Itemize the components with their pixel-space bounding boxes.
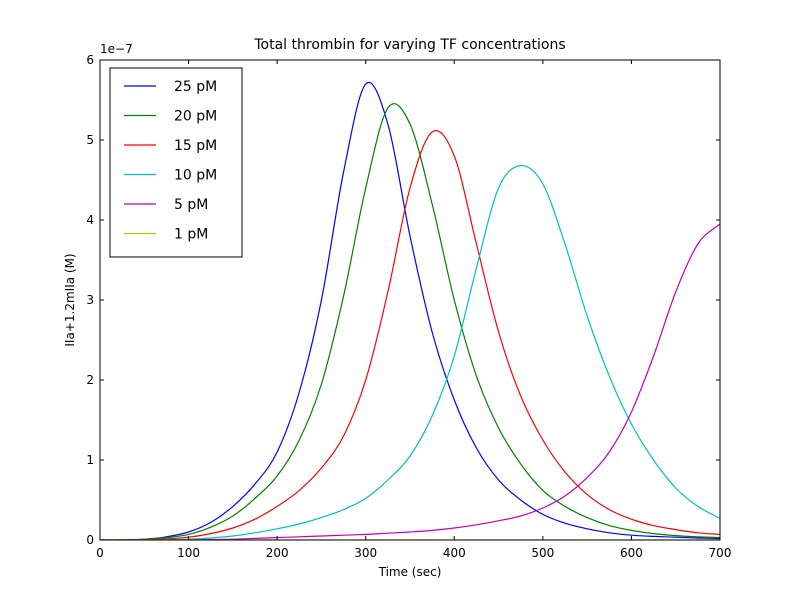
series-line-2 bbox=[100, 130, 720, 540]
legend-label-5: 1 pM bbox=[174, 227, 208, 243]
x-tick-label-6: 600 bbox=[620, 546, 643, 560]
x-tick-label-5: 500 bbox=[531, 546, 554, 560]
y-tick-label-2: 2 bbox=[86, 373, 94, 387]
series-line-0 bbox=[100, 81, 720, 540]
series-line-3 bbox=[100, 164, 720, 540]
y-tick-label-3: 3 bbox=[86, 293, 94, 307]
y-tick-label-4: 4 bbox=[86, 213, 94, 227]
legend-label-4: 5 pM bbox=[174, 197, 208, 213]
legend-label-1: 20 pM bbox=[174, 109, 217, 125]
series-line-1 bbox=[100, 103, 720, 540]
legend: 25 pM 20 pM 15 pM 10 pM 5 pM 1 pM bbox=[109, 67, 243, 258]
chart-title: Total thrombin for varying TF concentrat… bbox=[253, 37, 565, 53]
axes-layer: 0 100 200 300 400 500 600 700 0 1 2 3 4 5 6 bbox=[86, 53, 731, 560]
x-axis-title: Time (sec) bbox=[378, 565, 442, 579]
x-tick-label-7: 700 bbox=[709, 546, 732, 560]
y-tick-label-5: 5 bbox=[86, 133, 94, 147]
legend-label-3: 10 pM bbox=[174, 168, 217, 184]
x-tick-label-0: 0 bbox=[96, 546, 104, 560]
series-layer bbox=[100, 81, 720, 540]
legend-box bbox=[109, 67, 243, 258]
x-tick-label-3: 300 bbox=[354, 546, 377, 560]
y-tick-label-0: 0 bbox=[86, 533, 94, 547]
x-tick-label-1: 100 bbox=[177, 546, 200, 560]
y-axis-multiplier: 1e−7 bbox=[100, 42, 133, 56]
legend-label-2: 15 pM bbox=[174, 138, 217, 154]
x-tick-label-4: 400 bbox=[443, 546, 466, 560]
y-tick-label-6: 6 bbox=[86, 53, 94, 67]
x-tick-label-2: 200 bbox=[266, 546, 289, 560]
legend-label-0: 25 pM bbox=[174, 79, 217, 95]
y-axis-title: IIa+1.2mIIa (M) bbox=[63, 253, 77, 346]
y-tick-label-1: 1 bbox=[86, 453, 94, 467]
